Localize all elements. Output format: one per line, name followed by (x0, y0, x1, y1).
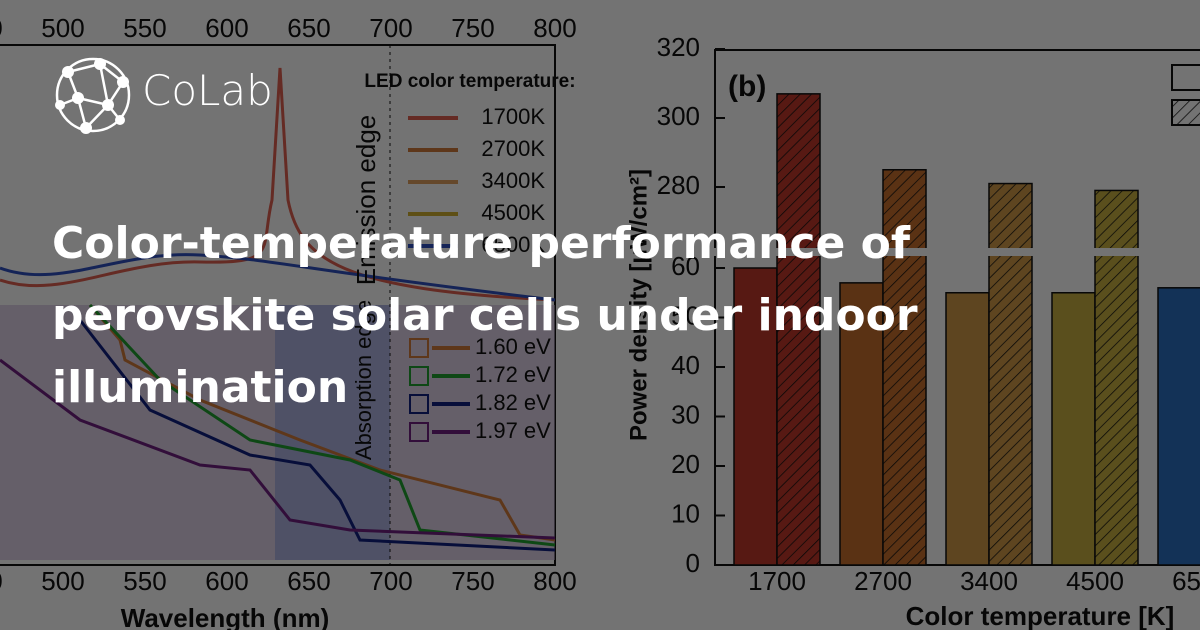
title: Color-temperature performance of perovsk… (52, 218, 918, 413)
logo-text: CoLab (142, 66, 273, 115)
logo-icon (55, 57, 131, 134)
